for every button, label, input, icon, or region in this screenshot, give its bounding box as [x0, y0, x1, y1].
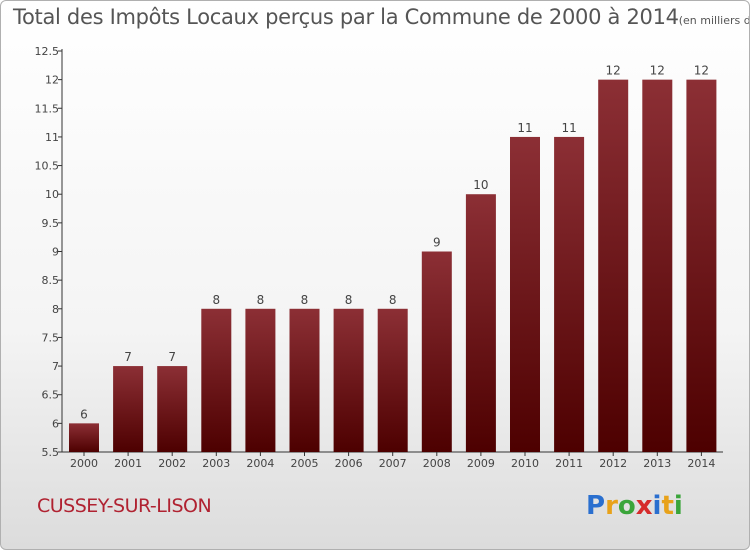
x-tick-label-2000: 2000 [70, 457, 98, 470]
x-axis: 2000 2001 2002 2003 2004 2005 2006 2007 2008 2009… [62, 451, 723, 470]
logo-letter: i [673, 491, 683, 521]
y-axis: 5.5 6 6.5 7 7.5 8 8.5 9 9.5 10 10.5 11 11.5 12 12.5 [35, 45, 63, 459]
x-tick-label-2012: 2012 [599, 457, 627, 470]
y-tick-label: 9 [52, 246, 59, 259]
proxiti-logo[interactable]: Proxiti [586, 491, 683, 521]
chart-unit-label: (en milliers d'€) [678, 14, 749, 27]
x-tick-label-2013: 2013 [643, 457, 671, 470]
y-tick-label: 12 [45, 74, 59, 87]
data-label-2003: 8 [212, 293, 220, 307]
x-tick-label-2003: 2003 [202, 457, 230, 470]
y-tick-label: 10.5 [35, 160, 60, 173]
data-label-2010: 11 [517, 121, 532, 135]
data-label-2009: 10 [473, 178, 488, 192]
bar-2013 [642, 79, 673, 453]
x-tick-label-2002: 2002 [158, 457, 186, 470]
bar-2005 [289, 308, 320, 452]
data-label-2007: 8 [389, 293, 397, 307]
y-tick-label: 12.5 [35, 45, 60, 58]
data-label-2008: 9 [433, 236, 441, 250]
data-label-2002: 7 [168, 350, 176, 364]
y-tick-label: 10 [45, 188, 59, 201]
bar-2003 [201, 308, 232, 452]
bar-2004 [245, 308, 276, 452]
logo-letter: i [652, 491, 662, 521]
x-tick-label-2014: 2014 [687, 457, 715, 470]
data-label-2013: 12 [650, 64, 665, 78]
bar-2007 [377, 308, 408, 452]
data-label-2001: 7 [124, 350, 132, 364]
data-label-2004: 8 [257, 293, 265, 307]
logo-letter: x [635, 491, 653, 521]
logo-letter: r [605, 491, 618, 521]
logo-letter: o [617, 491, 636, 521]
bars: 6 7 7 8 8 8 8 8 9 10 11 11 12 12 12 [69, 64, 717, 453]
bar-2014 [686, 79, 717, 453]
bar-2000 [69, 423, 99, 452]
y-tick-label: 11 [45, 131, 59, 144]
bar-2001 [113, 366, 144, 452]
x-tick-label-2009: 2009 [467, 457, 495, 470]
data-label-2012: 12 [606, 64, 621, 78]
y-tick-label: 7.5 [42, 331, 60, 344]
x-tick-label-2005: 2005 [291, 457, 319, 470]
bar-2002 [157, 366, 188, 452]
y-tick-label: 8.5 [42, 274, 60, 287]
data-label-2000: 6 [80, 407, 88, 421]
data-label-2011: 11 [561, 121, 576, 135]
x-tick-label-2004: 2004 [246, 457, 274, 470]
y-tick-label: 11.5 [35, 102, 60, 115]
data-label-2005: 8 [301, 293, 309, 307]
x-tick-label-2001: 2001 [114, 457, 142, 470]
data-label-2006: 8 [345, 293, 353, 307]
y-tick-label: 6.5 [42, 389, 60, 402]
logo-letter: P [586, 491, 606, 521]
x-tick-label-2011: 2011 [555, 457, 583, 470]
y-tick-label: 6 [52, 417, 59, 430]
x-tick-label-2010: 2010 [511, 457, 539, 470]
y-tick-label: 7 [52, 360, 59, 373]
x-tick-label-2008: 2008 [423, 457, 451, 470]
chart-title: Total des Impôts Locaux perçus par la Co… [13, 5, 749, 29]
data-label-2014: 12 [694, 64, 709, 78]
y-tick-label: 9.5 [42, 217, 60, 230]
bar-2006 [333, 308, 364, 452]
bar-2009 [465, 194, 496, 452]
bar-2010 [510, 136, 540, 452]
logo-letter: t [661, 491, 674, 521]
chart-title-text: Total des Impôts Locaux perçus par la Co… [13, 5, 679, 29]
y-tick-label: 8 [52, 303, 59, 316]
bar-2012 [598, 79, 629, 453]
bar-2011 [554, 136, 585, 452]
y-tick-label: 5.5 [42, 446, 60, 459]
commune-name: CUSSEY-SUR-LISON [37, 495, 212, 517]
x-tick-label-2006: 2006 [335, 457, 363, 470]
x-tick-label-2007: 2007 [379, 457, 407, 470]
bar-2008 [421, 251, 452, 452]
